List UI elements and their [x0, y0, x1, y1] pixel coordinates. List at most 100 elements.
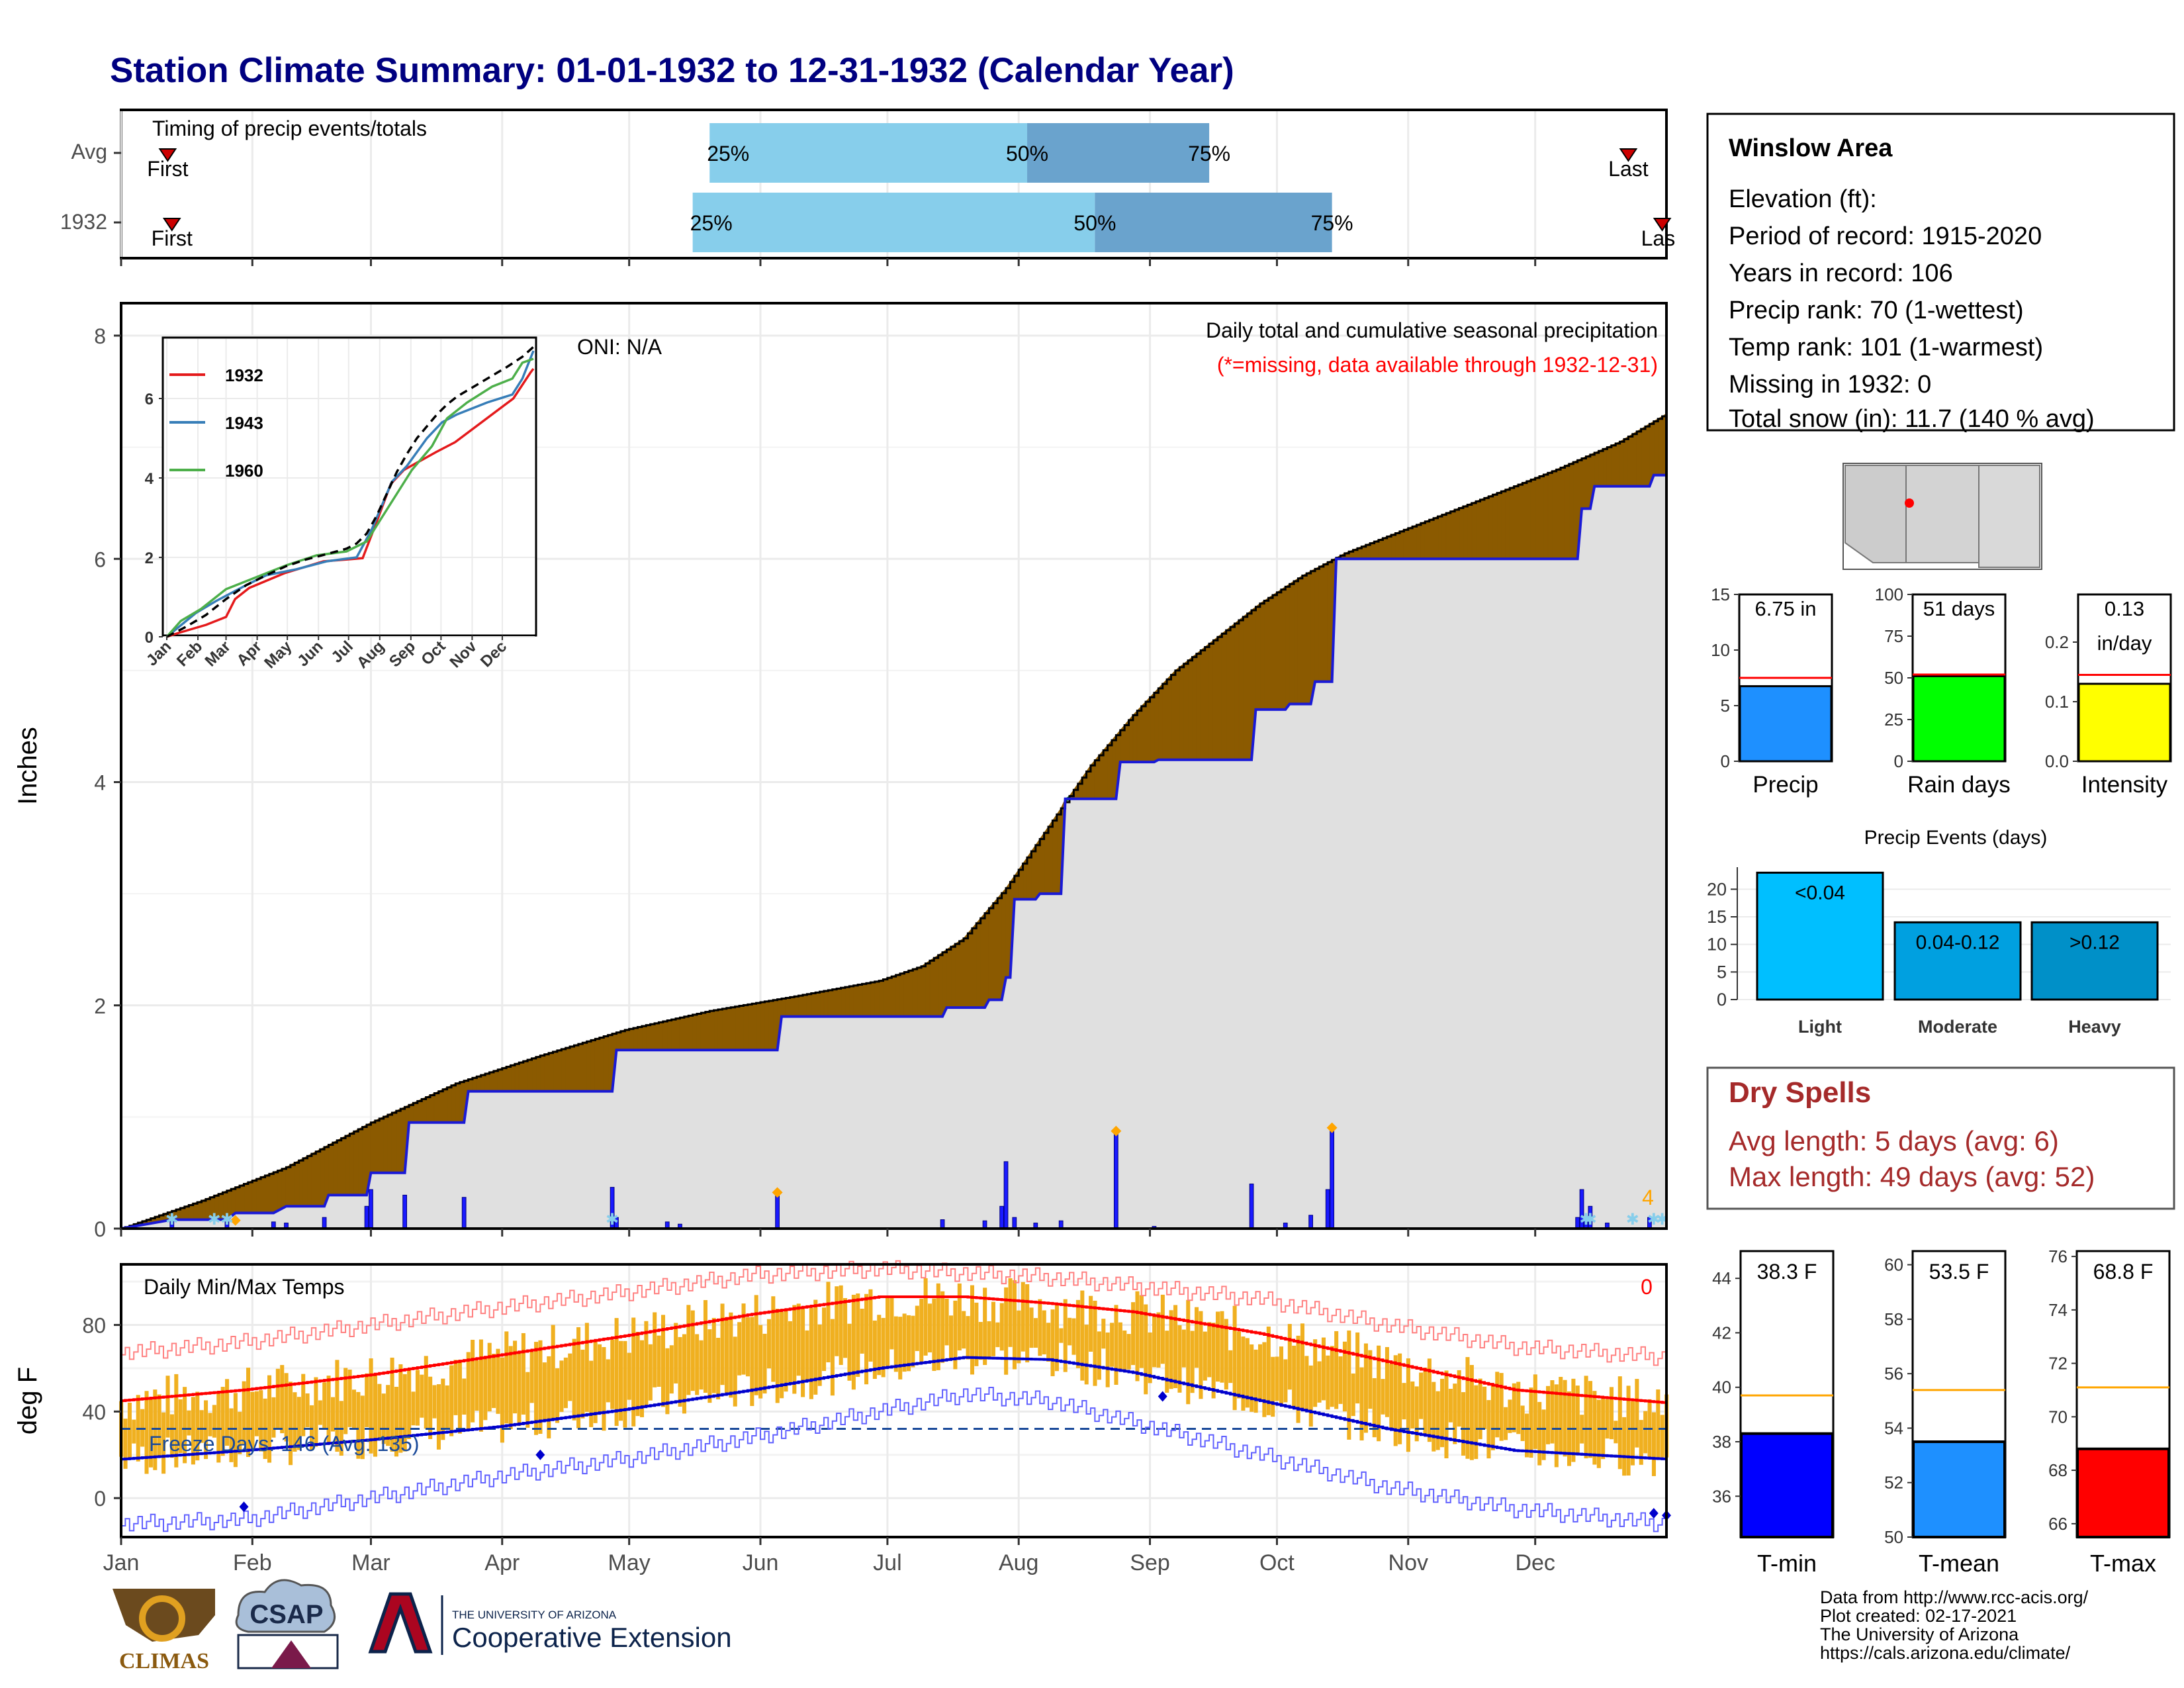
precip-deficit-area [1518, 482, 1523, 559]
events-bar-heavy [2030, 921, 2159, 1001]
precip-deficit-area [841, 986, 846, 1017]
summary-ytick-label: 0.2 [2045, 632, 2069, 652]
daily-temp-bar [1635, 1379, 1639, 1448]
temp-summary-ytick-label: 54 [1884, 1418, 1903, 1438]
daily-temp-bar [254, 1391, 259, 1436]
precip-deficit-area [1623, 436, 1629, 487]
temp-panel-title: Daily Min/Max Temps [144, 1275, 344, 1299]
precip-deficit-area [747, 1003, 752, 1051]
normal-tmin-line [121, 1356, 1668, 1461]
daily-precip-bar [1012, 1217, 1017, 1229]
daily-temp-bar [259, 1390, 263, 1452]
daily-temp-bar [1508, 1399, 1512, 1433]
month-tick-label: Mar [351, 1550, 390, 1575]
dry-spells-avg: Avg length: 5 days (avg: 6) [1729, 1125, 2059, 1156]
precip-deficit-area [1585, 454, 1591, 509]
precip-area-base [121, 475, 1666, 1229]
timing-label-25: 25% [690, 211, 733, 235]
daily-temp-bar [724, 1317, 729, 1393]
summary-ytick-label: 100 [1875, 585, 1903, 604]
precip-deficit-area [1441, 512, 1447, 559]
precip-deficit-area [980, 912, 985, 1008]
precip-deficit-area [832, 988, 837, 1017]
daily-temp-bar [991, 1301, 996, 1356]
precip-deficit-area [539, 1054, 545, 1092]
timing-bar-q50-q75 [1095, 193, 1332, 252]
daily-temp-bar [1435, 1391, 1440, 1450]
daily-temp-bar [1165, 1331, 1169, 1393]
snow-day-marker: ✱ [1626, 1210, 1639, 1229]
daily-temp-bar [589, 1360, 594, 1427]
precip-deficit-area [565, 1046, 570, 1092]
snow-day-marker: ✱ [1584, 1210, 1597, 1229]
daily-temp-bar [801, 1307, 805, 1397]
precip-areas [120, 413, 1668, 1230]
daily-temp-bar [999, 1303, 1004, 1351]
precip-deficit-area [1158, 682, 1163, 761]
daily-temp-bar [1398, 1353, 1402, 1444]
daily-temp-bar [1139, 1295, 1144, 1368]
precip-ytick-label: 2 [94, 994, 106, 1018]
precip-deficit-area [1480, 497, 1485, 559]
daily-temp-bar [513, 1340, 518, 1414]
month-tick-label: Feb [233, 1550, 272, 1575]
precip-deficit-area [862, 982, 867, 1017]
daily-temp-bar [1156, 1312, 1161, 1368]
summary-ytick-label: 5 [1721, 696, 1730, 716]
precip-deficit-area [1285, 583, 1291, 711]
daily-temp-bar [1495, 1372, 1500, 1438]
daily-temp-bar [347, 1370, 352, 1427]
info-line-missing: Missing in 1932: 0 [1729, 371, 1931, 399]
summary-ytick-label: 15 [1711, 585, 1730, 604]
daily-temp-bar [1406, 1358, 1410, 1452]
daily-temp-bar [1512, 1383, 1516, 1432]
daily-temp-bar [250, 1391, 255, 1450]
month-tick-label: Jul [873, 1550, 901, 1575]
summary-value-label: 51 days [1923, 597, 1995, 620]
precip-deficit-area [1572, 459, 1578, 559]
temp-summary-bar [1740, 1432, 1834, 1539]
daily-temp-bar [132, 1419, 136, 1444]
daily-temp-bar [729, 1312, 733, 1398]
daily-temp-bar [183, 1387, 187, 1464]
daily-temp-bar [1402, 1383, 1406, 1420]
daily-temp-bar [1580, 1415, 1584, 1444]
precip-deficit-area [798, 994, 803, 1017]
precip-deficit-area [244, 1182, 249, 1213]
daily-temp-bar [123, 1419, 128, 1469]
daily-temp-bar [936, 1283, 940, 1370]
daily-temp-bar [1253, 1349, 1258, 1413]
daily-temp-bar [398, 1364, 403, 1453]
timing-panel-label: Timing of precip events/totals [152, 117, 427, 140]
daily-temp-bar [1292, 1345, 1297, 1409]
timing-label-75: 75% [1188, 142, 1230, 165]
daily-temp-bar [428, 1376, 433, 1439]
precip-deficit-area [608, 1033, 613, 1092]
daily-precip-bar [322, 1217, 327, 1229]
precip-deficit-area [379, 1116, 385, 1174]
daily-temp-bar [508, 1346, 513, 1430]
precip-deficit-area [1641, 426, 1646, 487]
daily-temp-bar [1144, 1304, 1148, 1395]
daily-temp-bar [165, 1376, 170, 1438]
precip-deficit-area [1412, 524, 1418, 559]
precip-deficit-area [594, 1037, 600, 1092]
big-event-marker [230, 1215, 241, 1226]
snow-day-marker: ✱ [208, 1210, 221, 1229]
month-tick-label: Jan [103, 1550, 140, 1575]
info-line-snow: Total snow (in): 11.7 (140 % avg) [1729, 405, 2095, 433]
precip-deficit-area [730, 1006, 736, 1051]
daily-temp-bar [669, 1345, 674, 1394]
daily-temp-bar [953, 1300, 958, 1370]
precip-deficit-area [806, 992, 812, 1017]
daily-temp-bar [893, 1316, 898, 1372]
precip-y-axis-label: Inches [13, 727, 42, 805]
daily-temp-bar [305, 1393, 310, 1428]
daily-temp-bar [745, 1317, 750, 1377]
daily-temp-bar [322, 1382, 327, 1429]
precip-deficit-area [1581, 455, 1586, 509]
daily-temp-bar [1427, 1358, 1432, 1442]
precip-deficit-area [1505, 487, 1510, 559]
precip-deficit-area [726, 1007, 731, 1051]
precip-deficit-area [1281, 586, 1286, 710]
